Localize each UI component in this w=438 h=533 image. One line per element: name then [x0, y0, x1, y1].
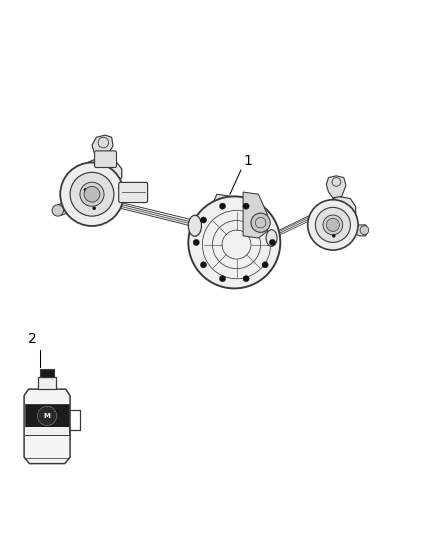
Circle shape: [262, 262, 268, 268]
Ellipse shape: [323, 215, 343, 235]
Text: 2: 2: [28, 332, 37, 346]
Polygon shape: [324, 219, 356, 241]
Polygon shape: [92, 135, 113, 158]
Circle shape: [92, 192, 96, 196]
Circle shape: [326, 219, 339, 231]
Text: 1: 1: [243, 154, 252, 168]
FancyBboxPatch shape: [95, 151, 117, 167]
Polygon shape: [204, 194, 274, 284]
Circle shape: [92, 206, 96, 210]
Circle shape: [52, 205, 64, 216]
Circle shape: [188, 197, 280, 288]
Polygon shape: [324, 197, 356, 221]
Bar: [38, 377, 56, 389]
Ellipse shape: [80, 182, 104, 206]
Circle shape: [37, 406, 57, 425]
Ellipse shape: [315, 207, 350, 243]
Ellipse shape: [266, 230, 277, 246]
Bar: [40, 369, 54, 377]
Circle shape: [332, 221, 336, 224]
Ellipse shape: [188, 215, 201, 236]
Circle shape: [269, 239, 276, 246]
Bar: [25, 426, 69, 435]
Polygon shape: [326, 176, 346, 198]
Circle shape: [251, 213, 270, 232]
Circle shape: [332, 234, 336, 238]
Circle shape: [84, 188, 87, 191]
Bar: [25, 404, 69, 435]
Circle shape: [243, 203, 249, 209]
Circle shape: [84, 187, 100, 202]
Circle shape: [201, 217, 207, 223]
Polygon shape: [55, 202, 72, 215]
Ellipse shape: [60, 163, 124, 226]
Circle shape: [219, 203, 226, 209]
Circle shape: [219, 276, 226, 282]
Circle shape: [360, 226, 369, 235]
FancyBboxPatch shape: [119, 182, 148, 203]
Text: M: M: [44, 413, 50, 419]
Polygon shape: [81, 157, 122, 183]
Polygon shape: [351, 225, 368, 236]
Polygon shape: [24, 389, 70, 464]
Ellipse shape: [307, 200, 358, 250]
Polygon shape: [82, 188, 122, 213]
Circle shape: [193, 239, 199, 246]
Circle shape: [262, 217, 268, 223]
Polygon shape: [243, 192, 267, 238]
Circle shape: [201, 262, 207, 268]
Ellipse shape: [70, 172, 114, 216]
Circle shape: [243, 276, 249, 282]
